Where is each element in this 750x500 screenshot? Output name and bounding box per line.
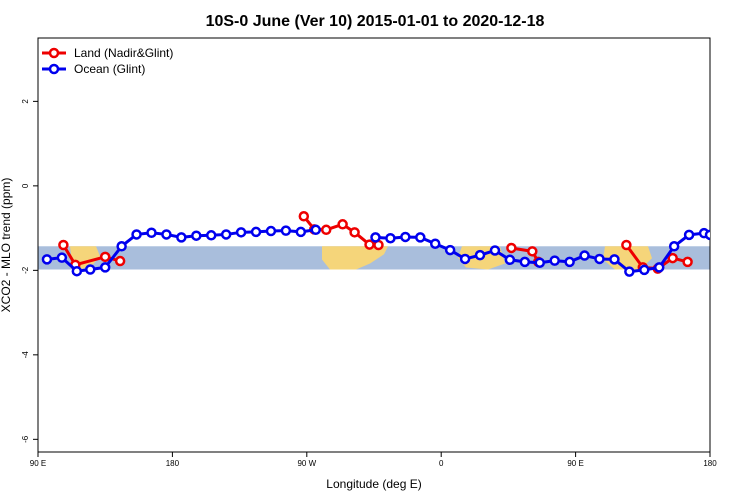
data-point — [99, 262, 111, 273]
data-point — [609, 254, 620, 265]
series-layer — [41, 211, 710, 277]
data-point — [114, 255, 126, 267]
data-point — [205, 230, 217, 241]
y-tick-label: -6 — [21, 435, 30, 443]
y-tick-label: -4 — [21, 351, 30, 359]
y-axis-label: XCO2 - MLO trend (ppm) — [0, 178, 13, 313]
legend-ocean-label: Ocean (Glint) — [74, 62, 145, 76]
data-point — [668, 241, 680, 252]
x-tick-label: 180 — [703, 459, 717, 468]
data-point — [682, 256, 693, 268]
data-point — [364, 239, 375, 250]
y-tick-label: -2 — [21, 266, 30, 274]
data-point — [504, 254, 516, 266]
data-point — [621, 239, 632, 251]
data-point — [704, 229, 710, 241]
data-point — [41, 254, 53, 265]
data-point — [99, 251, 111, 263]
data-point — [176, 232, 187, 243]
x-tick-label: 90 E — [567, 459, 583, 468]
plot-frame — [37, 37, 711, 453]
data-point — [429, 238, 441, 249]
data-point — [71, 265, 83, 277]
data-point — [370, 232, 381, 243]
data-point — [683, 229, 695, 241]
series-ocean — [41, 224, 710, 277]
data-point — [58, 239, 69, 251]
y-axis: -6 -4 -2 0 2 — [21, 99, 38, 443]
data-point — [85, 264, 96, 275]
data-point — [624, 266, 635, 277]
data-point — [337, 219, 348, 230]
x-tick-label: 90 W — [297, 459, 316, 468]
x-axis-label: Longitude (deg E) — [326, 477, 421, 491]
data-point — [56, 252, 68, 263]
chart-title: 10S-0 June (Ver 10) 2015-01-01 to 2020-1… — [206, 13, 545, 30]
legend: Land (Nadir&Glint) Ocean (Glint) — [42, 46, 173, 76]
data-point — [400, 231, 411, 243]
data-point — [444, 244, 456, 256]
data-point — [527, 246, 538, 257]
data-point — [579, 250, 590, 261]
data-point — [310, 224, 322, 236]
data-point — [489, 245, 501, 256]
x-tick-label: 0 — [439, 459, 444, 468]
data-point — [385, 232, 396, 244]
data-point — [161, 229, 172, 240]
data-point — [295, 226, 307, 238]
x-tick-label: 180 — [166, 459, 180, 468]
data-point — [116, 241, 127, 252]
data-point — [191, 230, 202, 241]
data-point — [265, 225, 277, 237]
x-axis: 90 E 180 90 W 0 90 E 180 — [30, 452, 717, 468]
data-point — [280, 225, 292, 236]
data-point — [506, 242, 517, 254]
data-point — [474, 249, 486, 261]
data-point — [235, 227, 247, 238]
data-point — [131, 229, 142, 240]
data-point — [250, 226, 262, 238]
data-point — [534, 257, 546, 268]
data-point — [459, 253, 471, 265]
data-point — [594, 253, 605, 265]
data-point — [653, 262, 665, 273]
data-point — [320, 224, 332, 236]
data-point — [564, 256, 575, 268]
y-tick-label: 2 — [21, 99, 30, 104]
y-tick-label: 0 — [21, 183, 30, 188]
land-shape — [322, 246, 388, 270]
data-point — [549, 255, 560, 266]
legend-land-marker — [48, 47, 60, 59]
data-point — [349, 227, 360, 238]
legend-land-label: Land (Nadir&Glint) — [74, 46, 173, 60]
data-point — [519, 256, 531, 268]
legend-ocean-marker — [48, 63, 60, 75]
data-point — [415, 232, 426, 243]
data-point — [146, 227, 157, 238]
data-point — [639, 264, 650, 276]
data-point — [667, 252, 678, 264]
data-point — [220, 229, 232, 240]
data-point — [298, 211, 310, 222]
x-tick-label: 90 E — [30, 459, 46, 468]
